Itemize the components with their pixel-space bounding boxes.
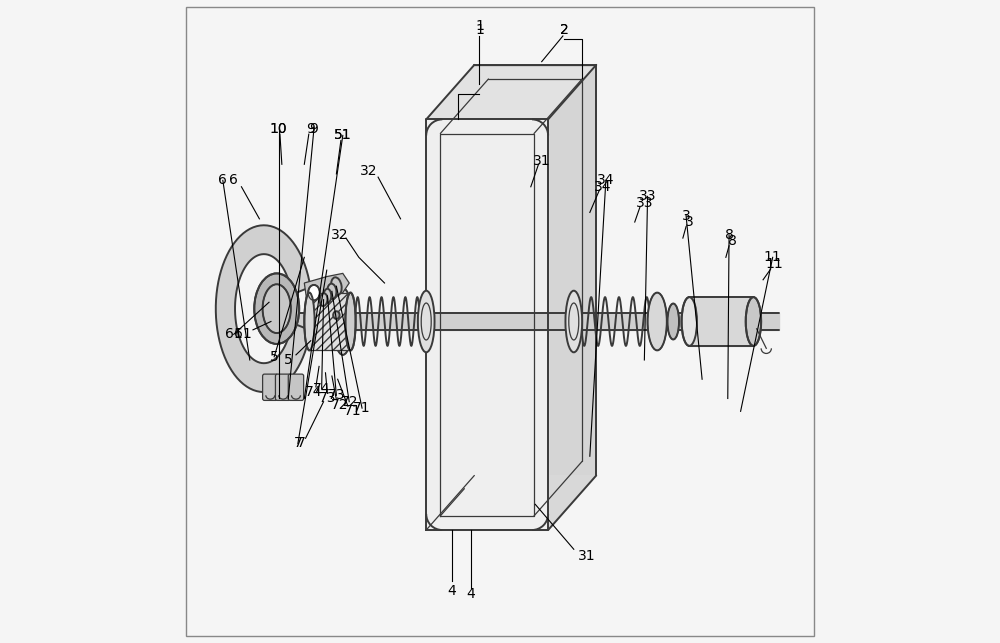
- Text: 2: 2: [560, 23, 569, 37]
- Ellipse shape: [345, 293, 356, 350]
- Text: 8: 8: [728, 234, 737, 248]
- Ellipse shape: [333, 311, 340, 319]
- Text: 4: 4: [448, 584, 456, 598]
- Text: 51: 51: [334, 129, 352, 143]
- Text: 8: 8: [725, 228, 733, 242]
- Text: 32: 32: [331, 228, 348, 242]
- Text: 1: 1: [475, 19, 484, 33]
- Text: 73: 73: [328, 388, 345, 403]
- Text: 2: 2: [560, 23, 569, 37]
- Ellipse shape: [565, 291, 582, 352]
- Ellipse shape: [327, 284, 336, 299]
- Text: 10: 10: [270, 122, 287, 136]
- Ellipse shape: [254, 273, 299, 344]
- Polygon shape: [266, 313, 779, 330]
- Polygon shape: [689, 297, 753, 346]
- Ellipse shape: [746, 297, 761, 346]
- Ellipse shape: [667, 303, 679, 340]
- Text: 7: 7: [294, 437, 302, 450]
- Text: 9: 9: [306, 122, 315, 136]
- Polygon shape: [426, 120, 548, 530]
- Ellipse shape: [324, 289, 331, 303]
- Text: 61: 61: [225, 327, 243, 341]
- Ellipse shape: [333, 288, 352, 355]
- FancyBboxPatch shape: [309, 293, 351, 350]
- Ellipse shape: [648, 293, 667, 350]
- Ellipse shape: [304, 293, 315, 350]
- FancyBboxPatch shape: [263, 374, 278, 401]
- Text: 72: 72: [331, 398, 348, 412]
- Text: 31: 31: [578, 548, 595, 563]
- Text: 11: 11: [766, 257, 783, 271]
- Text: 71: 71: [353, 401, 371, 415]
- Text: 71: 71: [344, 404, 361, 419]
- FancyBboxPatch shape: [288, 374, 304, 401]
- Ellipse shape: [682, 297, 697, 346]
- Text: 72: 72: [340, 395, 358, 409]
- Polygon shape: [216, 225, 310, 392]
- Text: 33: 33: [639, 190, 656, 203]
- Text: 31: 31: [533, 154, 551, 168]
- Ellipse shape: [308, 285, 320, 300]
- Text: 34: 34: [594, 180, 611, 194]
- Text: 1: 1: [475, 23, 484, 37]
- Text: 9: 9: [309, 122, 318, 136]
- Text: 4: 4: [467, 587, 476, 601]
- Text: 74: 74: [313, 382, 330, 396]
- Text: 34: 34: [597, 174, 615, 187]
- Text: 32: 32: [360, 164, 377, 177]
- Text: 3: 3: [682, 208, 690, 222]
- Text: 33: 33: [636, 196, 653, 210]
- Text: 11: 11: [764, 250, 782, 264]
- Text: 5: 5: [270, 350, 279, 364]
- Polygon shape: [426, 65, 596, 120]
- Ellipse shape: [418, 291, 435, 352]
- Text: 51: 51: [334, 129, 352, 143]
- Ellipse shape: [263, 284, 291, 333]
- Text: 74: 74: [305, 385, 323, 399]
- Ellipse shape: [320, 293, 327, 306]
- Text: 73: 73: [319, 392, 337, 406]
- Text: 6: 6: [229, 174, 238, 187]
- Polygon shape: [304, 273, 349, 309]
- Polygon shape: [548, 65, 596, 530]
- FancyBboxPatch shape: [275, 374, 291, 401]
- Text: 7: 7: [297, 437, 305, 450]
- Text: 10: 10: [270, 122, 287, 136]
- Text: 61: 61: [234, 327, 252, 341]
- Text: 3: 3: [685, 215, 694, 229]
- Text: 6: 6: [218, 174, 227, 187]
- Ellipse shape: [331, 277, 342, 295]
- Polygon shape: [426, 475, 596, 530]
- Text: 5: 5: [284, 353, 293, 367]
